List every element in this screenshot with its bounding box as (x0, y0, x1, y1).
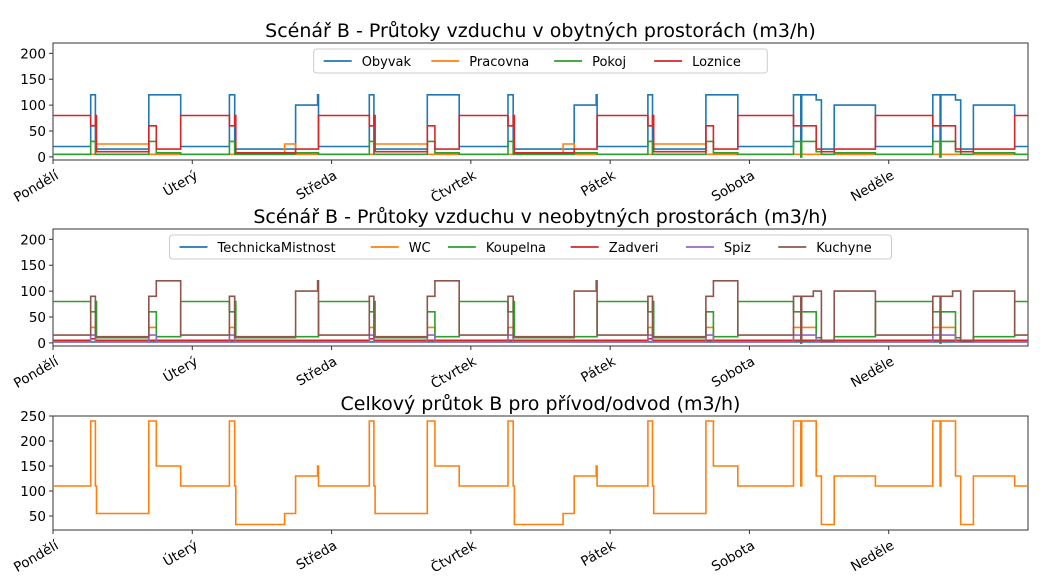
y-tick-label: 100 (20, 284, 46, 300)
x-tick-label: Pondělí (11, 167, 62, 206)
x-tick-label: Středa (294, 354, 340, 390)
legend-label: Spiz (724, 241, 751, 256)
legend: TechnickaMistnost WC Koupelna Zadveri Spiz Ku… (169, 234, 892, 260)
x-tick-label: Úterý (160, 536, 201, 570)
x-tick-label: Úterý (160, 166, 201, 200)
legend-item: Loznice (654, 55, 741, 70)
series-line-spiz (53, 334, 1028, 343)
series-line-obyvak (53, 94, 1028, 158)
x-tick-label: Pondělí (11, 537, 62, 576)
y-tick-label: 50 (29, 310, 46, 326)
chart-title: Celkový průtok B pro přívod/odvod (m3/h) (341, 393, 741, 415)
y-tick-label: 200 (20, 434, 46, 450)
x-tick-label: Pátek (578, 168, 618, 201)
legend-item: Pracovna (431, 55, 529, 70)
x-tick-label: Neděle (848, 538, 897, 576)
y-tick-label: 200 (20, 232, 46, 248)
legend-item: WC (370, 241, 431, 256)
legend-label: Loznice (692, 55, 741, 70)
legend: Obyvak Pracovna Pokoj Loznice (313, 48, 768, 74)
chart-panel-2: Scénář B - Průtoky vzduchu v neobytných … (11, 206, 1029, 393)
x-tick-label: Sobota (709, 354, 758, 391)
x-tick-label: Pátek (578, 354, 618, 387)
legend-item: Kuchyne (778, 241, 872, 256)
legend-item: Obyvak (323, 55, 412, 70)
chart-title: Scénář B - Průtoky vzduchu v obytných pr… (265, 20, 816, 42)
y-tick-label: 200 (20, 46, 46, 62)
legend-box (313, 48, 768, 74)
x-tick-label: Středa (294, 168, 340, 204)
x-tick-label: Sobota (709, 168, 758, 205)
legend-label: Zadveri (609, 241, 659, 256)
legend-label: Koupelna (486, 241, 546, 256)
legend-item: TechnickaMistnost (179, 241, 336, 256)
series-line-loznice (53, 114, 1028, 154)
legend-item: Zadveri (570, 241, 659, 256)
legend-label: Pracovna (469, 55, 529, 70)
y-tick-label: 50 (29, 509, 46, 525)
y-tick-label: 150 (20, 459, 46, 475)
y-tick-label: 50 (29, 124, 46, 140)
legend-label: WC (409, 241, 431, 256)
y-tick-label: 100 (20, 484, 46, 500)
legend-label: Obyvak (362, 55, 412, 70)
y-tick-label: 150 (20, 72, 46, 88)
x-tick-label: Středa (294, 538, 340, 574)
x-tick-label: Čtvrtek (427, 166, 479, 207)
x-tick-label: Pátek (578, 538, 618, 571)
legend-label: Pokoj (592, 55, 626, 70)
legend-item: Spiz (685, 241, 751, 256)
series-line-pokoj (53, 140, 1028, 158)
x-tick-label: Neděle (848, 354, 897, 392)
series-line-celkov-pr-tok (53, 420, 1028, 526)
legend-label: Kuchyne (816, 241, 871, 256)
chart-panel-3: Celkový průtok B pro přívod/odvod (m3/h)… (11, 393, 1029, 577)
y-tick-label: 250 (20, 409, 46, 425)
series-line-koupelna (53, 300, 1028, 344)
axes-frame (52, 415, 1029, 531)
y-tick-label: 100 (20, 98, 46, 114)
x-tick-label: Sobota (709, 538, 758, 575)
legend-item: Koupelna (447, 241, 546, 256)
legend-item: Pokoj (554, 55, 626, 70)
y-tick-label: 150 (20, 258, 46, 274)
series-line-kuchyne (53, 280, 1028, 344)
chart-panel-1: Scénář B - Průtoky vzduchu v obytných pr… (11, 20, 1029, 207)
y-tick-label: 0 (37, 336, 46, 352)
legend-label: TechnickaMistnost (217, 241, 336, 256)
x-tick-label: Pondělí (11, 353, 62, 392)
chart-title: Scénář B - Průtoky vzduchu v neobytných … (253, 206, 827, 228)
x-tick-label: Čtvrtek (427, 536, 479, 577)
y-tick-label: 0 (37, 150, 46, 166)
x-tick-label: Čtvrtek (427, 352, 479, 393)
x-tick-label: Úterý (160, 352, 201, 386)
x-tick-label: Neděle (848, 168, 897, 206)
legend-box (169, 234, 892, 260)
